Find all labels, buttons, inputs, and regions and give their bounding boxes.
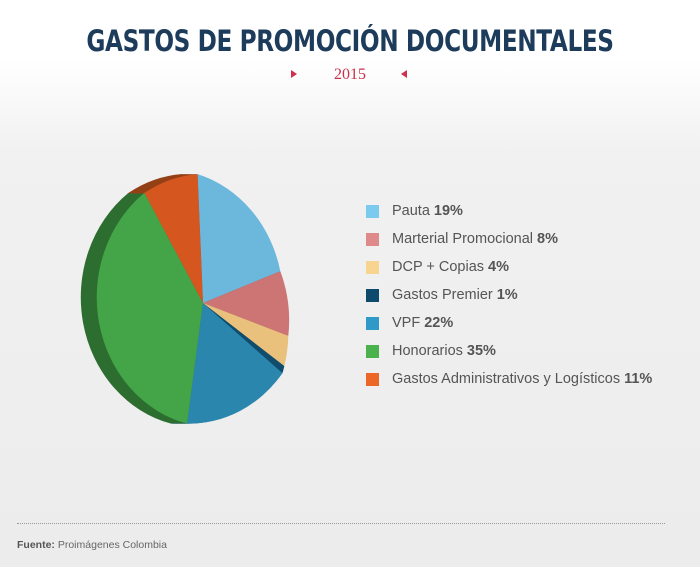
pie-top-layer <box>96 174 290 424</box>
left-arrow-icon <box>401 70 407 78</box>
legend-label-text: VPF <box>392 315 421 331</box>
legend-label-text: Pauta <box>392 203 430 219</box>
legend-value: 8% <box>537 231 558 247</box>
legend-label: Pauta 19% <box>392 203 463 219</box>
pie-slice-honorarios <box>96 192 203 424</box>
pie-slice-gastos-administrativos-y-log-sticos <box>144 174 203 303</box>
legend-swatch <box>366 233 379 246</box>
legend-label-text: Gastos Administrativos y Logísticos <box>392 371 621 387</box>
legend-label: Gastos Premier 1% <box>392 287 518 303</box>
pie-slice-gastos-premier <box>203 303 285 374</box>
legend-value: 4% <box>488 259 509 275</box>
source-note: Fuente: Proimágenes Colombia <box>17 539 167 551</box>
pie-slice-dcp-copias <box>203 303 289 367</box>
pie-slice-vpf <box>187 303 283 424</box>
legend-swatch <box>366 345 379 358</box>
legend-label: Gastos Administrativos y Logísticos 11% <box>392 371 652 387</box>
source-label: Fuente: <box>17 539 55 551</box>
legend-swatch <box>366 205 379 218</box>
legend-swatch <box>366 373 379 386</box>
legend-value: 11% <box>624 371 653 387</box>
legend-label-text: Marterial Promocional <box>392 231 534 247</box>
legend-value: 22% <box>424 315 454 331</box>
legend-swatch <box>366 317 379 330</box>
legend-value: 35% <box>466 343 496 359</box>
legend-swatch <box>366 261 379 274</box>
legend-value: 19% <box>433 203 463 219</box>
source-text: Proimágenes Colombia <box>57 539 167 551</box>
right-arrow-icon <box>291 70 297 78</box>
legend-label-text: Gastos Premier <box>392 287 493 303</box>
legend-label-text: Honorarios <box>392 343 463 359</box>
legend-label: VPF 22% <box>392 315 453 331</box>
legend-label: Marterial Promocional 8% <box>392 231 558 247</box>
legend-swatch <box>366 289 379 302</box>
legend-label: DCP + Copias 4% <box>392 259 509 275</box>
legend-label-text: DCP + Copias <box>392 259 485 275</box>
divider <box>17 523 665 524</box>
subtitle-row: 2015 <box>0 66 700 86</box>
pie-slice-pauta <box>197 174 281 303</box>
legend-label: Honorarios 35% <box>392 343 496 359</box>
legend-value: 1% <box>496 287 518 303</box>
chart-subtitle: 2015 <box>334 66 366 83</box>
chart-title: GASTOS DE PROMOCIÓN DOCUMENTALES <box>86 24 614 58</box>
pie-slice-marterial-promocional <box>203 271 290 336</box>
